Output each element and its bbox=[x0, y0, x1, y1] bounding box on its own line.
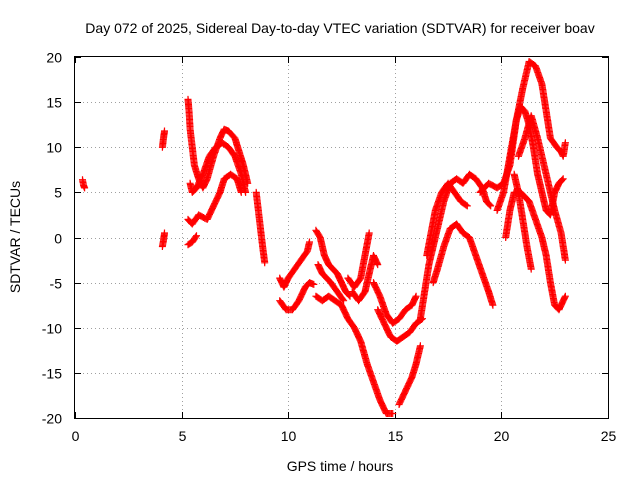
x-tick-label: 15 bbox=[388, 428, 404, 444]
series-track-z bbox=[510, 170, 535, 273]
y-tick-label: 0 bbox=[54, 231, 62, 247]
y-tick-label: 5 bbox=[54, 185, 62, 201]
data-point-marker bbox=[412, 292, 420, 300]
data-point-marker bbox=[561, 256, 569, 264]
series-track-f bbox=[184, 170, 245, 228]
series-track-v bbox=[476, 58, 569, 196]
data-point-marker bbox=[161, 229, 168, 237]
data-point-marker bbox=[161, 127, 168, 135]
plot-frame bbox=[74, 56, 609, 419]
x-tick-label: 5 bbox=[179, 428, 187, 444]
data-point-marker bbox=[489, 301, 497, 309]
y-axis-label: SDTVAR / TECUs bbox=[7, 181, 23, 293]
data-point-marker bbox=[487, 202, 495, 210]
series-track-o bbox=[348, 252, 382, 305]
data-point-marker bbox=[561, 139, 569, 147]
x-tick-label: 0 bbox=[72, 428, 80, 444]
data-point-marker bbox=[462, 201, 470, 209]
data-point-marker bbox=[365, 229, 373, 237]
series-track-i bbox=[276, 238, 313, 291]
y-tick-label: 20 bbox=[46, 50, 62, 66]
series-track-g bbox=[184, 232, 200, 249]
series-track-u bbox=[429, 220, 497, 309]
series-track-e bbox=[186, 139, 250, 196]
series-track-l bbox=[314, 261, 348, 305]
data-point-marker bbox=[561, 293, 569, 301]
x-axis-label: GPS time / hours bbox=[287, 458, 394, 474]
x-axis: 0 5 10 15 20 25 bbox=[72, 57, 617, 444]
data-point-marker bbox=[192, 233, 200, 241]
data-point-marker bbox=[416, 342, 424, 350]
data-point-marker bbox=[559, 175, 567, 183]
y-tick-label: 15 bbox=[46, 95, 62, 111]
data-point-marker bbox=[306, 238, 313, 246]
data-point-marker bbox=[193, 232, 200, 240]
plot-area bbox=[79, 58, 569, 417]
series-track-y bbox=[515, 112, 569, 264]
series-track-j bbox=[276, 279, 318, 314]
y-tick-label: -20 bbox=[42, 411, 62, 427]
y-tick-label: -15 bbox=[42, 366, 62, 382]
chart-title: Day 072 of 2025, Sidereal Day-to-day VTE… bbox=[85, 20, 594, 36]
y-tick-label: -5 bbox=[50, 276, 63, 292]
series-track-a bbox=[79, 176, 89, 192]
x-tick-label: 20 bbox=[494, 428, 510, 444]
series-track-h bbox=[252, 188, 269, 267]
data-point-marker bbox=[340, 297, 348, 305]
series-track-n bbox=[344, 229, 373, 291]
series-track-d bbox=[184, 95, 252, 192]
y-tick-label: 10 bbox=[46, 140, 62, 156]
series-track-m bbox=[312, 292, 397, 417]
series-track-p bbox=[370, 279, 420, 327]
y-tick-label: -10 bbox=[42, 321, 62, 337]
series-track-r bbox=[395, 342, 424, 408]
data-point-marker bbox=[558, 176, 566, 184]
data-point-marker bbox=[237, 188, 245, 196]
data-point-marker bbox=[261, 259, 269, 267]
series-track-t bbox=[423, 179, 471, 259]
data-point-marker bbox=[486, 201, 494, 209]
data-point-marker bbox=[339, 296, 347, 303]
series-track-b bbox=[158, 127, 168, 151]
data-point-marker bbox=[527, 265, 535, 273]
x-tick-label: 25 bbox=[601, 428, 617, 444]
data-point-marker bbox=[463, 202, 471, 210]
data-point-marker bbox=[81, 184, 89, 192]
data-point-marker bbox=[561, 292, 569, 300]
series-track-c bbox=[158, 229, 168, 250]
series-track-x bbox=[502, 188, 569, 314]
y-axis: -20 -15 -10 -5 0 5 10 15 20 bbox=[42, 50, 608, 427]
series-track-k bbox=[312, 226, 354, 300]
data-point-marker bbox=[374, 261, 382, 269]
series-track-q bbox=[374, 306, 426, 345]
data-point-marker bbox=[310, 280, 318, 288]
data-point-marker bbox=[389, 410, 397, 417]
x-tick-label: 10 bbox=[281, 428, 297, 444]
